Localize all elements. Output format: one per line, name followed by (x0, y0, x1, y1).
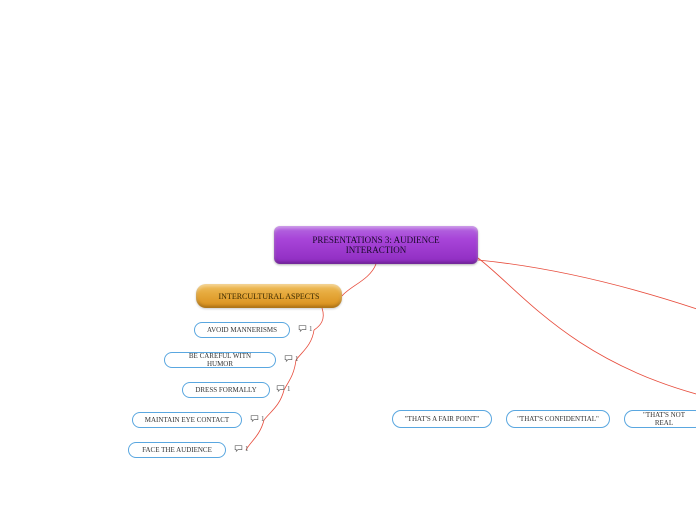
badge-count: 1 (261, 415, 265, 423)
leaf-face-audience[interactable]: FACE THE AUDIENCE (128, 442, 226, 458)
leaf-dress-formally[interactable]: DRESS FORMALLY (182, 382, 270, 398)
leaf-fair-point[interactable]: "THAT'S A FAIR POINT" (392, 410, 492, 428)
leaf-label: "THAT'S CONFIDENTIAL" (517, 415, 599, 423)
comment-badge[interactable]: 1 (250, 414, 265, 423)
branch-intercultural[interactable]: INTERCULTURAL ASPECTS (196, 284, 342, 308)
leaf-careful-humor[interactable]: BE CAREFUL WITN HUMOR (164, 352, 276, 368)
comment-icon (298, 324, 307, 333)
comment-icon (250, 414, 259, 423)
badge-count: 1 (295, 355, 299, 363)
leaf-label: AVOID MANNERISMS (207, 326, 277, 334)
comment-badge[interactable]: 1 (284, 354, 299, 363)
leaf-label: "THAT'S A FAIR POINT" (405, 415, 479, 423)
comment-badge[interactable]: 1 (298, 324, 313, 333)
leaf-not-real[interactable]: "THAT'S NOT REAL (624, 410, 696, 428)
leaf-avoid-mannerisms[interactable]: AVOID MANNERISMS (194, 322, 290, 338)
leaf-label: DRESS FORMALLY (195, 386, 256, 394)
badge-count: 1 (245, 445, 249, 453)
comment-icon (284, 354, 293, 363)
branch-label: INTERCULTURAL ASPECTS (219, 292, 320, 301)
badge-count: 1 (287, 385, 291, 393)
comment-icon (276, 384, 285, 393)
comment-badge[interactable]: 1 (234, 444, 249, 453)
comment-icon (234, 444, 243, 453)
root-node[interactable]: PRESENTATIONS 3: AUDIENCE INTERACTION (274, 226, 478, 264)
badge-count: 1 (309, 325, 313, 333)
leaf-label: MAINTAIN EYE CONTACT (145, 416, 229, 424)
leaf-label: BE CAREFUL WITN HUMOR (175, 352, 265, 368)
root-label: PRESENTATIONS 3: AUDIENCE INTERACTION (284, 235, 468, 255)
leaf-eye-contact[interactable]: MAINTAIN EYE CONTACT (132, 412, 242, 428)
comment-badge[interactable]: 1 (276, 384, 291, 393)
leaf-label: FACE THE AUDIENCE (142, 446, 212, 454)
leaf-label: "THAT'S NOT REAL (635, 411, 693, 427)
leaf-confidential[interactable]: "THAT'S CONFIDENTIAL" (506, 410, 610, 428)
